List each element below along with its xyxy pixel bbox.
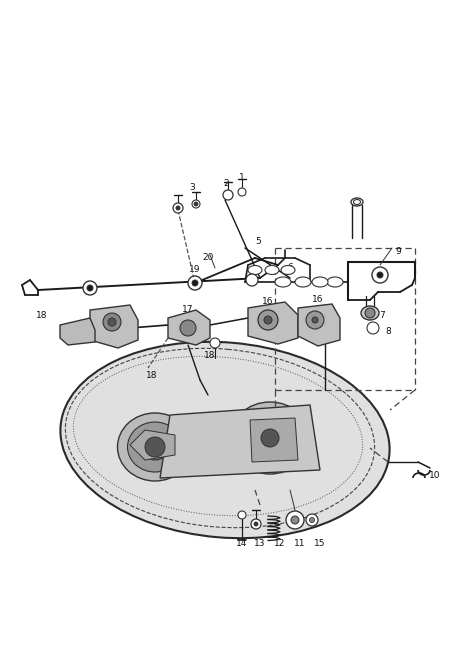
- Circle shape: [192, 200, 200, 208]
- Circle shape: [246, 274, 258, 286]
- Circle shape: [251, 519, 261, 529]
- Circle shape: [83, 281, 97, 295]
- Polygon shape: [168, 310, 210, 345]
- Circle shape: [291, 516, 299, 524]
- Circle shape: [87, 285, 93, 291]
- Text: 5: 5: [255, 237, 261, 247]
- Circle shape: [108, 318, 116, 326]
- Text: 11: 11: [294, 538, 306, 548]
- Ellipse shape: [312, 277, 328, 287]
- Circle shape: [223, 190, 233, 200]
- Circle shape: [286, 511, 304, 529]
- Text: 19: 19: [189, 265, 201, 274]
- Ellipse shape: [275, 277, 291, 287]
- Text: 20: 20: [202, 253, 214, 263]
- Circle shape: [254, 522, 258, 526]
- Polygon shape: [130, 430, 175, 460]
- Circle shape: [365, 308, 375, 318]
- Circle shape: [306, 514, 318, 526]
- Circle shape: [261, 429, 279, 447]
- Polygon shape: [250, 418, 298, 462]
- Text: 7: 7: [379, 312, 385, 321]
- Polygon shape: [90, 305, 138, 348]
- Ellipse shape: [265, 265, 279, 274]
- Ellipse shape: [327, 277, 343, 287]
- Circle shape: [264, 316, 272, 324]
- Text: 18: 18: [36, 310, 48, 319]
- Text: 18: 18: [146, 370, 158, 380]
- Text: 3: 3: [189, 183, 195, 192]
- Ellipse shape: [295, 277, 311, 287]
- Circle shape: [367, 322, 379, 334]
- Circle shape: [180, 320, 196, 336]
- Ellipse shape: [128, 422, 182, 472]
- Ellipse shape: [118, 413, 192, 481]
- Circle shape: [173, 203, 183, 213]
- Text: 13: 13: [254, 538, 266, 548]
- Ellipse shape: [256, 425, 284, 451]
- Ellipse shape: [230, 402, 310, 474]
- Circle shape: [310, 517, 315, 523]
- Ellipse shape: [281, 265, 295, 274]
- Circle shape: [103, 313, 121, 331]
- Circle shape: [188, 276, 202, 290]
- Text: 2: 2: [223, 179, 229, 187]
- Text: 15: 15: [314, 538, 326, 548]
- Text: 10: 10: [429, 470, 441, 480]
- Text: 1: 1: [239, 173, 245, 183]
- Ellipse shape: [361, 306, 379, 320]
- Circle shape: [372, 267, 388, 283]
- Ellipse shape: [354, 200, 361, 204]
- Circle shape: [210, 338, 220, 348]
- Text: 17: 17: [182, 306, 194, 314]
- Circle shape: [194, 202, 198, 206]
- Polygon shape: [160, 405, 320, 478]
- Text: 16: 16: [262, 298, 274, 306]
- Ellipse shape: [60, 342, 390, 538]
- Circle shape: [377, 272, 383, 278]
- Circle shape: [312, 317, 318, 323]
- Circle shape: [176, 206, 180, 210]
- Ellipse shape: [248, 265, 262, 274]
- Circle shape: [306, 311, 324, 329]
- Text: 12: 12: [274, 538, 286, 548]
- Ellipse shape: [243, 413, 298, 463]
- Polygon shape: [248, 302, 298, 344]
- Text: 6: 6: [287, 263, 293, 273]
- Text: 14: 14: [237, 538, 248, 548]
- Circle shape: [258, 310, 278, 330]
- Text: 9: 9: [395, 247, 401, 257]
- Ellipse shape: [141, 434, 169, 460]
- Circle shape: [145, 437, 165, 457]
- Text: 18: 18: [204, 351, 216, 360]
- Circle shape: [238, 511, 246, 519]
- Text: 16: 16: [312, 296, 324, 304]
- Text: 8: 8: [385, 327, 391, 337]
- Ellipse shape: [351, 198, 363, 206]
- Circle shape: [192, 280, 198, 286]
- Circle shape: [238, 188, 246, 196]
- Polygon shape: [298, 304, 340, 346]
- Polygon shape: [60, 318, 95, 345]
